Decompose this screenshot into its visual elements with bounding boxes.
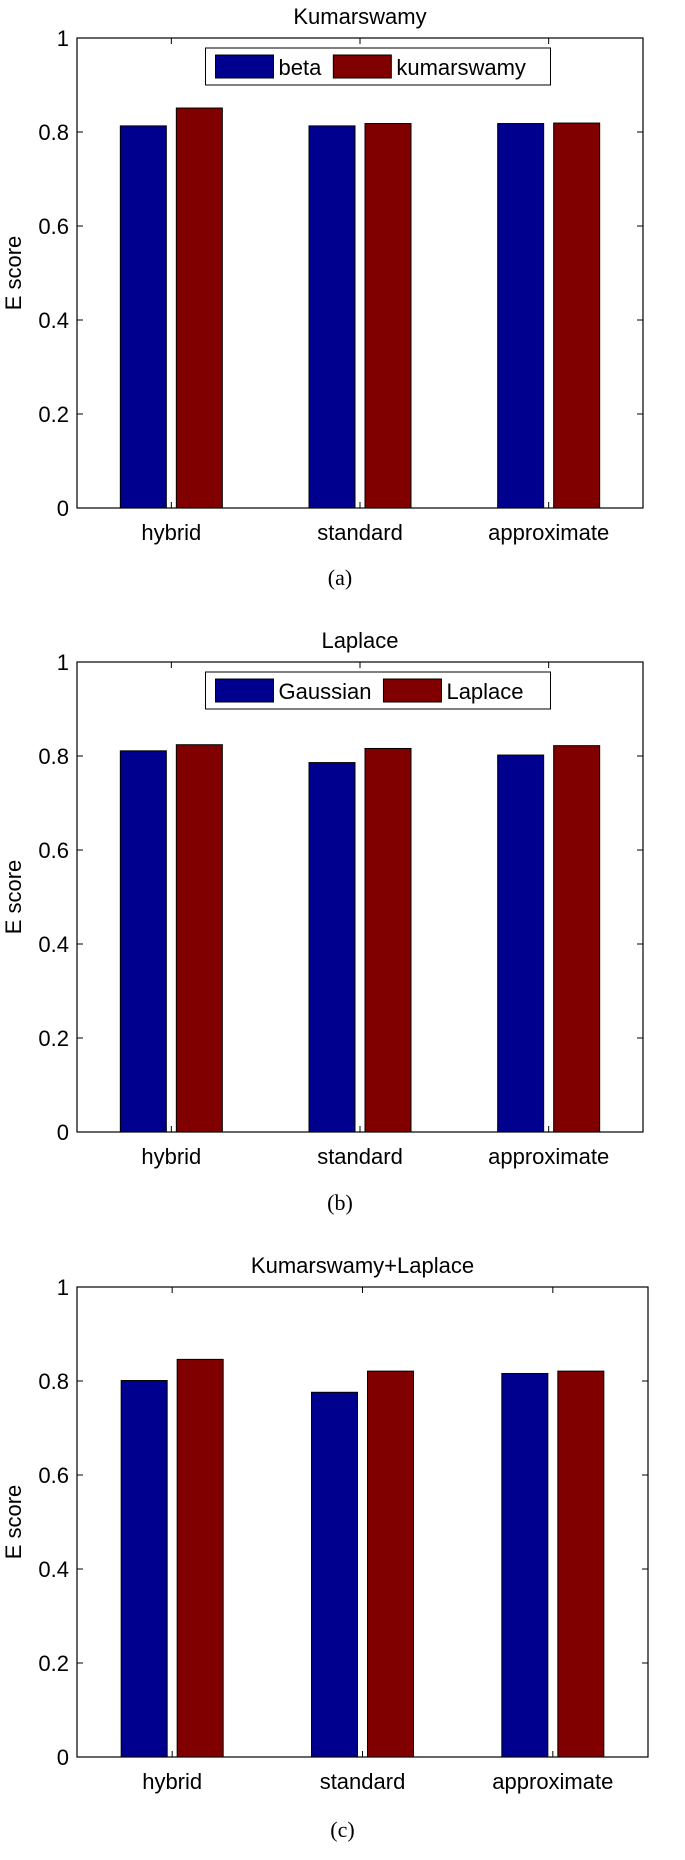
bar-hybrid-series-2 bbox=[176, 1358, 224, 1758]
x-tick-label: approximate bbox=[492, 1769, 613, 1794]
bar-approximate-series-1 bbox=[497, 754, 545, 1133]
y-tick-label: 0.4 bbox=[38, 308, 69, 333]
y-axis-label: E score bbox=[1, 860, 26, 935]
figure-caption: (a) bbox=[328, 565, 352, 590]
y-tick-label: 0.2 bbox=[38, 402, 69, 427]
chart-svg-c: Kumarswamy+Laplace E score 0 0.2 0.4 0.6 0.8 1 h… bbox=[1, 1253, 649, 1842]
y-tick-label: 1 bbox=[57, 26, 69, 51]
x-tick-label: standard bbox=[317, 520, 403, 545]
bar-standard-series-1 bbox=[308, 125, 356, 509]
y-tick-label: 0 bbox=[57, 1745, 69, 1770]
y-tick-label: 0.6 bbox=[38, 838, 69, 863]
chart-title: Kumarswamy bbox=[293, 4, 426, 29]
legend-label-2: Laplace bbox=[446, 679, 523, 704]
bar-approximate-series-2 bbox=[557, 1370, 605, 1758]
y-tick-label: 0 bbox=[57, 1120, 69, 1145]
y-tick-label: 0.8 bbox=[38, 120, 69, 145]
y-tick-label: 0.4 bbox=[38, 932, 69, 957]
y-tick-label: 0.2 bbox=[38, 1026, 69, 1051]
chart-svg-a: Kumarswamy E score 0 0.2 0.4 0.6 0.8 1 hybrid sta… bbox=[1, 4, 644, 590]
y-tick-label: 0.6 bbox=[38, 214, 69, 239]
bar-standard-series-2 bbox=[364, 747, 412, 1133]
x-tick-label: approximate bbox=[488, 1144, 609, 1169]
bar-approximate-series-1 bbox=[497, 123, 545, 509]
x-tick-label: standard bbox=[320, 1769, 406, 1794]
legend-swatch-1 bbox=[215, 54, 274, 79]
chart-svg-b: Laplace E score 0 0.2 0.4 0.6 0.8 1 hybrid standa… bbox=[1, 628, 644, 1215]
y-tick-label: 0.2 bbox=[38, 1651, 69, 1676]
figure-caption: (b) bbox=[327, 1190, 353, 1215]
bar-hybrid-series-2 bbox=[175, 744, 223, 1133]
y-axis-label: E score bbox=[1, 1485, 26, 1560]
bar-standard-series-1 bbox=[308, 762, 356, 1133]
legend-swatch-2 bbox=[332, 54, 392, 79]
bar-hybrid-series-1 bbox=[120, 1380, 168, 1758]
chart-title: Laplace bbox=[321, 628, 398, 653]
x-tick-label: standard bbox=[317, 1144, 403, 1169]
legend-swatch-1 bbox=[215, 678, 274, 703]
bar-approximate-series-2 bbox=[553, 122, 601, 509]
bar-hybrid-series-1 bbox=[119, 125, 167, 509]
x-tick-label: hybrid bbox=[142, 1769, 202, 1794]
bar-standard-series-1 bbox=[311, 1391, 358, 1758]
legend-label-1: Gaussian bbox=[279, 679, 372, 704]
y-tick-label: 0.6 bbox=[38, 1463, 69, 1488]
y-axis-label: E score bbox=[1, 236, 26, 311]
bar-hybrid-series-1 bbox=[119, 750, 167, 1133]
bar-approximate-series-1 bbox=[501, 1372, 549, 1758]
chart-panel-a: Kumarswamy E score 0 0.2 0.4 0.6 0.8 1 hybrid sta… bbox=[0, 0, 685, 620]
chart-panel-c: Kumarswamy+Laplace E score 0 0.2 0.4 0.6 0.8 1 h… bbox=[0, 1240, 685, 1860]
y-tick-label: 0.8 bbox=[38, 744, 69, 769]
y-tick-label: 0 bbox=[57, 496, 69, 521]
legend-swatch-2 bbox=[382, 678, 442, 703]
x-tick-label: hybrid bbox=[141, 520, 201, 545]
y-tick-label: 1 bbox=[57, 650, 69, 675]
legend-label-2: kumarswamy bbox=[396, 55, 526, 80]
figure-caption: (c) bbox=[330, 1817, 354, 1842]
legend: Gaussian Laplace bbox=[205, 671, 551, 710]
chart-panel-b: Laplace E score 0 0.2 0.4 0.6 0.8 1 hybrid standa… bbox=[0, 620, 685, 1240]
bar-standard-series-2 bbox=[364, 123, 412, 509]
y-tick-label: 1 bbox=[57, 1275, 69, 1300]
bar-hybrid-series-2 bbox=[175, 107, 223, 509]
legend-label-1: beta bbox=[279, 55, 323, 80]
chart-title: Kumarswamy+Laplace bbox=[251, 1253, 474, 1278]
bar-approximate-series-2 bbox=[553, 745, 601, 1133]
y-tick-label: 0.4 bbox=[38, 1557, 69, 1582]
x-tick-label: hybrid bbox=[141, 1144, 201, 1169]
y-tick-label: 0.8 bbox=[38, 1369, 69, 1394]
bar-standard-series-2 bbox=[367, 1370, 414, 1758]
x-tick-label: approximate bbox=[488, 520, 609, 545]
legend: beta kumarswamy bbox=[205, 47, 551, 86]
